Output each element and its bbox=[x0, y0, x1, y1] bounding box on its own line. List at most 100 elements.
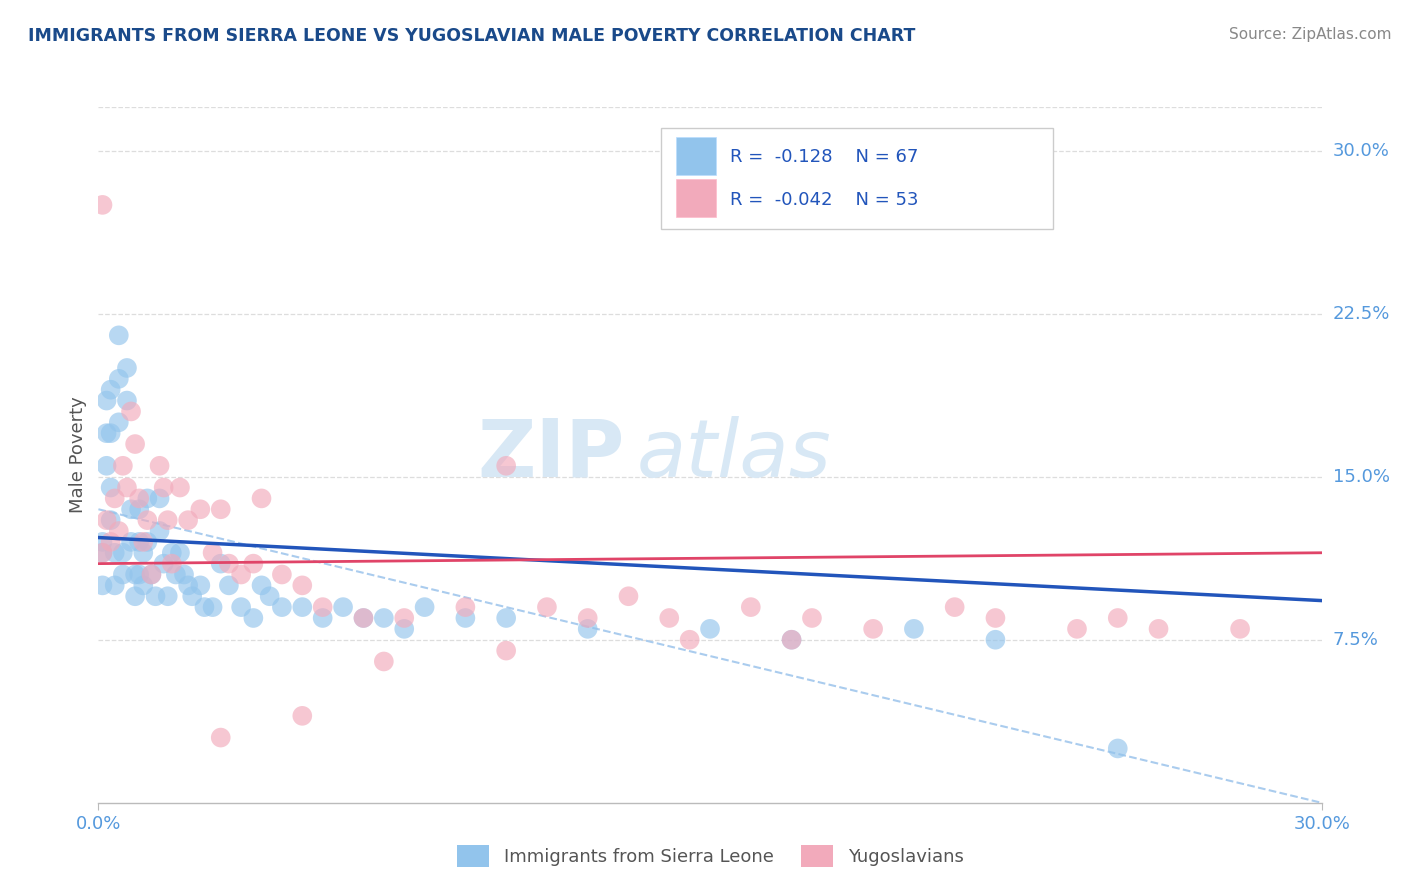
Point bbox=[96, 458, 118, 473]
Point bbox=[454, 600, 477, 615]
Point bbox=[679, 632, 702, 647]
Point bbox=[780, 632, 803, 647]
Point bbox=[91, 535, 114, 549]
Point bbox=[132, 546, 155, 560]
Point bbox=[250, 578, 273, 592]
Point bbox=[209, 502, 232, 516]
Point bbox=[270, 600, 294, 615]
Point bbox=[242, 611, 264, 625]
Point bbox=[128, 567, 150, 582]
Legend: Immigrants from Sierra Leone, Yugoslavians: Immigrants from Sierra Leone, Yugoslavia… bbox=[450, 838, 970, 874]
Point bbox=[91, 198, 114, 212]
Point bbox=[128, 491, 150, 506]
Point bbox=[96, 426, 118, 441]
Point bbox=[141, 567, 163, 582]
FancyBboxPatch shape bbox=[661, 128, 1053, 229]
Point bbox=[100, 535, 122, 549]
Point bbox=[111, 546, 134, 560]
Point bbox=[740, 600, 762, 615]
Point bbox=[454, 611, 477, 625]
Point bbox=[100, 426, 122, 441]
Point bbox=[576, 611, 599, 625]
Point bbox=[91, 546, 114, 560]
Point bbox=[536, 600, 558, 615]
FancyBboxPatch shape bbox=[676, 137, 716, 175]
Text: R =  -0.042    N = 53: R = -0.042 N = 53 bbox=[730, 191, 918, 209]
Point bbox=[152, 557, 174, 571]
Point bbox=[332, 600, 354, 615]
Point bbox=[250, 491, 273, 506]
Point bbox=[1229, 622, 1251, 636]
Point bbox=[312, 600, 335, 615]
Point bbox=[576, 622, 599, 636]
Text: 22.5%: 22.5% bbox=[1333, 304, 1391, 323]
Point bbox=[291, 578, 314, 592]
Point bbox=[128, 502, 150, 516]
Point bbox=[136, 535, 159, 549]
Point bbox=[984, 611, 1007, 625]
Point bbox=[124, 437, 146, 451]
Point bbox=[100, 383, 122, 397]
Point bbox=[209, 557, 232, 571]
Point bbox=[115, 360, 138, 375]
Text: R =  -0.128    N = 67: R = -0.128 N = 67 bbox=[730, 148, 918, 166]
Text: 15.0%: 15.0% bbox=[1333, 467, 1389, 485]
Point bbox=[352, 611, 374, 625]
Point bbox=[291, 600, 314, 615]
Point bbox=[373, 655, 395, 669]
Point bbox=[209, 731, 232, 745]
Point bbox=[136, 513, 159, 527]
Point bbox=[91, 546, 114, 560]
Point bbox=[495, 458, 517, 473]
Point bbox=[242, 557, 264, 571]
Point bbox=[943, 600, 966, 615]
Point bbox=[108, 415, 131, 429]
Point bbox=[104, 491, 127, 506]
Point bbox=[120, 502, 142, 516]
Point bbox=[801, 611, 824, 625]
Point bbox=[984, 632, 1007, 647]
Point bbox=[132, 535, 155, 549]
Point bbox=[270, 567, 294, 582]
Point bbox=[177, 578, 200, 592]
Point bbox=[201, 600, 224, 615]
Point bbox=[160, 546, 183, 560]
Point bbox=[91, 578, 114, 592]
Point bbox=[152, 481, 174, 495]
Y-axis label: Male Poverty: Male Poverty bbox=[69, 397, 87, 513]
Point bbox=[108, 328, 131, 343]
Point bbox=[218, 557, 240, 571]
Point bbox=[373, 611, 395, 625]
Point bbox=[392, 622, 416, 636]
Point bbox=[111, 458, 134, 473]
Point bbox=[149, 458, 172, 473]
Point bbox=[699, 622, 721, 636]
Point bbox=[617, 589, 640, 603]
Point bbox=[104, 578, 127, 592]
Text: 7.5%: 7.5% bbox=[1333, 631, 1379, 648]
Point bbox=[111, 567, 134, 582]
Point bbox=[188, 502, 212, 516]
Point bbox=[145, 589, 167, 603]
Point bbox=[96, 393, 118, 408]
Point bbox=[100, 481, 122, 495]
Point bbox=[165, 567, 187, 582]
Point bbox=[413, 600, 436, 615]
Point bbox=[96, 513, 118, 527]
Point bbox=[291, 708, 314, 723]
Point bbox=[658, 611, 681, 625]
Point bbox=[177, 513, 200, 527]
Point bbox=[201, 546, 224, 560]
Text: atlas: atlas bbox=[637, 416, 831, 494]
Point bbox=[136, 491, 159, 506]
Point bbox=[495, 611, 517, 625]
Point bbox=[392, 611, 416, 625]
Point bbox=[231, 600, 253, 615]
Point bbox=[104, 546, 127, 560]
Point bbox=[132, 578, 155, 592]
Point bbox=[181, 589, 204, 603]
Point bbox=[115, 481, 138, 495]
Point bbox=[124, 589, 146, 603]
Point bbox=[100, 513, 122, 527]
Point bbox=[903, 622, 925, 636]
